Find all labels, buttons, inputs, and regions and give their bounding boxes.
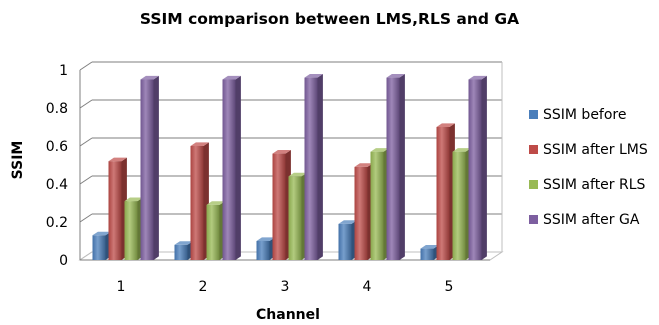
bar-ssim-after-ga-ch3 (304, 74, 323, 260)
legend-swatch (529, 180, 538, 189)
chart-legend: SSIM before SSIM after LMS SSIM after RLS S… (529, 103, 648, 243)
bar-ssim-after-rls-ch5 (452, 148, 471, 260)
x-tick-label: 5 (445, 279, 454, 295)
gridline-depth (79, 99, 93, 109)
y-tick-label: 0.8 (46, 101, 68, 117)
y-tick-label: 1 (59, 63, 68, 79)
x-tick-label: 4 (363, 279, 372, 295)
legend-label: SSIM after GA (543, 211, 640, 228)
legend-item: SSIM before (529, 103, 648, 126)
x-tick-label: 1 (117, 279, 126, 295)
bar-ssim-after-ga-ch2 (222, 75, 241, 261)
legend-label: SSIM after RLS (543, 176, 646, 193)
bar-ssim-after-lms-ch1 (108, 157, 127, 260)
legend-label: SSIM before (543, 106, 627, 123)
legend-swatch (529, 215, 538, 224)
legend-item: SSIM after LMS (529, 138, 648, 161)
x-tick-label: 3 (281, 279, 290, 295)
y-axis-label: SSIM (10, 141, 26, 180)
bar-ssim-after-lms-ch5 (436, 123, 455, 261)
bar-ssim-after-ga-ch1 (140, 75, 159, 261)
gridline-depth (79, 61, 93, 71)
bar-ssim-after-ga-ch4 (386, 74, 405, 260)
legend-item: SSIM after RLS (529, 173, 648, 196)
bar-ssim-after-rls-ch3 (288, 172, 307, 260)
bar-ssim-before-ch4 (338, 220, 357, 260)
bar-ssim-after-ga-ch5 (468, 75, 487, 261)
gridline-depth (79, 137, 93, 147)
bar-ssim-after-rls-ch1 (124, 197, 143, 260)
chart-title: SSIM comparison between LMS,RLS and GA (139, 10, 520, 28)
bar-ssim-before-ch2 (174, 241, 193, 260)
x-tick-label: 2 (199, 279, 208, 295)
legend-swatch (529, 145, 538, 154)
y-tick-label: 0.6 (46, 139, 68, 155)
y-tick-label: 0.2 (46, 215, 68, 231)
bar-ssim-after-lms-ch3 (272, 150, 291, 260)
y-tick-label: 0 (59, 253, 68, 269)
bar-ssim-before-ch1 (92, 231, 111, 260)
bar-ssim-after-rls-ch2 (206, 201, 225, 260)
bar-ssim-after-lms-ch4 (354, 163, 373, 260)
legend-label: SSIM after LMS (543, 141, 648, 158)
bar-ssim-before-ch3 (256, 237, 275, 260)
bar-ssim-before-ch5 (420, 245, 439, 260)
legend-swatch (529, 110, 538, 119)
x-axis-label: Channel (256, 307, 320, 323)
bar-ssim-after-lms-ch2 (190, 142, 209, 260)
bar-ssim-after-rls-ch4 (370, 148, 389, 260)
legend-item: SSIM after GA (529, 208, 648, 231)
y-tick-label: 0.4 (46, 177, 68, 193)
gridline-depth (79, 213, 93, 223)
gridline-depth (79, 175, 93, 185)
